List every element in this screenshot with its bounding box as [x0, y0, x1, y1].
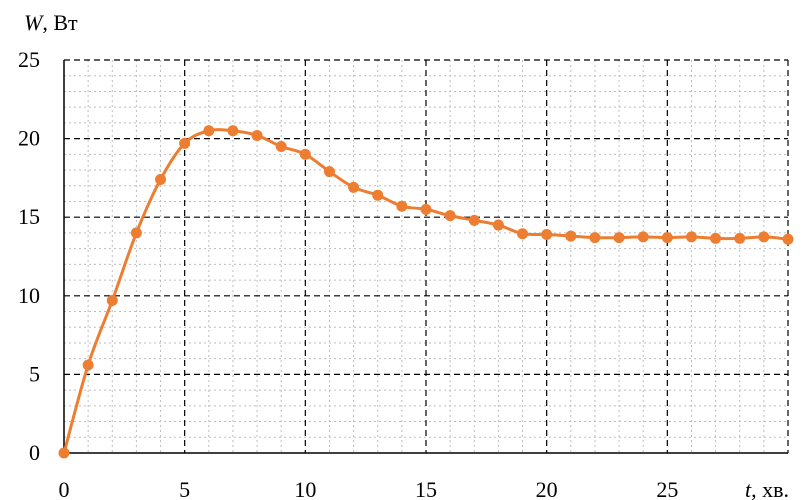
series-layer [58, 125, 794, 459]
data-point [203, 125, 215, 137]
data-point [251, 129, 263, 141]
data-point [227, 125, 239, 137]
data-point [685, 231, 697, 243]
x-axis-variable: t [745, 477, 752, 500]
data-point [130, 227, 142, 239]
data-point [758, 231, 770, 243]
data-point [299, 148, 311, 160]
y-axis-unit: , Вт [42, 10, 78, 35]
data-point [492, 219, 504, 231]
y-tick-label: 15 [18, 204, 40, 229]
data-point [155, 173, 167, 185]
x-tick-label: 15 [415, 477, 437, 500]
axes [63, 60, 788, 454]
x-tick-label: 25 [656, 477, 678, 500]
x-axis-label: t, хв. [745, 477, 789, 500]
data-point [275, 140, 287, 152]
x-axis-unit: , хв. [751, 477, 789, 500]
x-tick-label: 5 [179, 477, 190, 500]
y-tick-label: 10 [18, 283, 40, 308]
data-point [323, 166, 335, 178]
x-tick-label: 20 [536, 477, 558, 500]
data-point [468, 214, 480, 226]
x-tick-label: 0 [59, 477, 70, 500]
data-point [372, 189, 384, 201]
data-point [348, 181, 360, 193]
data-point [541, 228, 553, 240]
data-point [58, 447, 70, 459]
data-point [710, 232, 722, 244]
data-point [613, 232, 625, 244]
data-point [565, 230, 577, 242]
data-point [517, 228, 529, 240]
y-tick-label: 5 [29, 361, 40, 386]
data-point [589, 232, 601, 244]
data-point [734, 232, 746, 244]
y-tick-label: 0 [29, 440, 40, 465]
data-point [396, 200, 408, 212]
data-point [444, 210, 456, 222]
data-point [420, 203, 432, 215]
data-point [82, 359, 94, 371]
x-tick-label: 10 [294, 477, 316, 500]
data-point [782, 233, 794, 245]
data-point [637, 231, 649, 243]
data-point [106, 295, 118, 307]
data-point [661, 232, 673, 244]
y-tick-label: 25 [18, 47, 40, 72]
major-grid [64, 59, 789, 453]
tick-labels: 0 5 10 15 20 25 0 5 10 15 20 25 [18, 47, 678, 500]
data-point [179, 137, 191, 149]
y-axis-variable: W [24, 10, 44, 35]
y-axis-label: W, Вт [24, 10, 78, 35]
y-tick-label: 20 [18, 126, 40, 151]
